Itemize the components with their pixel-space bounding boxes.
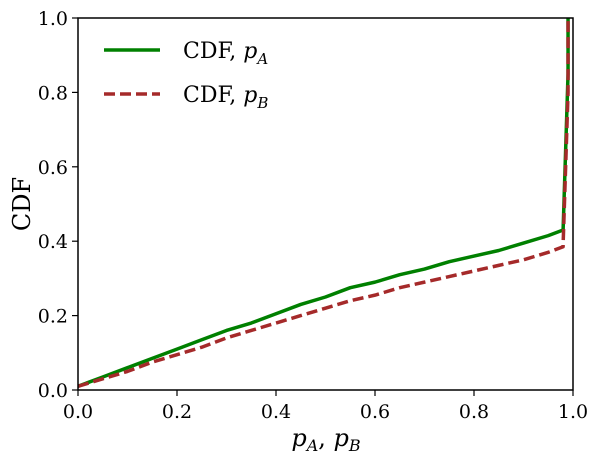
y-tick-label: 0.0	[38, 380, 68, 402]
y-tick-label: 0.8	[38, 82, 68, 104]
legend: CDF, pA CDF, pB	[104, 39, 268, 112]
x-axis-sub-b: B	[348, 436, 361, 455]
legend-label-pb: CDF, pB	[183, 83, 268, 112]
ticks-layer: 0.0 0.2 0.4 0.6 0.8 1.0 0.0 0.2 0.4 0.6 0.8 1.0	[38, 8, 588, 423]
y-axis-label: CDF	[8, 177, 36, 231]
x-axis-sep: ,	[318, 424, 333, 452]
y-tick-label: 0.4	[38, 231, 68, 253]
y-tick-label: 0.6	[38, 157, 68, 179]
x-axis-label: pA, pB	[291, 424, 361, 455]
x-axis-var-b: p	[334, 424, 349, 452]
plot-frame	[77, 17, 574, 391]
legend-label-pa: CDF, pA	[183, 39, 268, 68]
x-tick-label: 1.0	[558, 401, 588, 423]
x-tick-label: 0.0	[63, 401, 93, 423]
x-tick-label: 0.4	[261, 401, 291, 423]
x-tick-label: 0.8	[459, 401, 489, 423]
x-tick-label: 0.2	[162, 401, 192, 423]
series-line-pb	[77, 18, 570, 388]
series-layer	[77, 18, 570, 388]
series-line-pa	[77, 18, 570, 388]
x-axis-sub-a: A	[305, 436, 319, 455]
x-tick-label: 0.6	[360, 401, 390, 423]
y-tick-label: 1.0	[38, 8, 68, 30]
y-tick-label: 0.2	[38, 306, 68, 328]
x-axis-var-a: p	[291, 424, 306, 452]
